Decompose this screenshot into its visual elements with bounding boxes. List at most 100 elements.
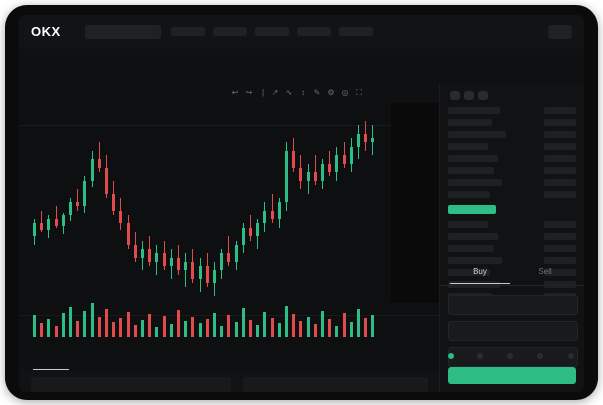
price-chart[interactable]	[19, 103, 439, 355]
volume-bar	[277, 323, 281, 337]
orderbook-bid-row[interactable]	[448, 233, 498, 240]
candlestick	[270, 193, 274, 224]
camera-icon[interactable]: ◎	[341, 88, 349, 97]
candle-body	[299, 167, 303, 181]
volume-bar	[54, 326, 58, 337]
orderbook-bid-row[interactable]	[448, 221, 488, 228]
candlestick	[292, 138, 296, 173]
candlestick	[169, 249, 173, 279]
tab-buy[interactable]: Buy	[473, 267, 487, 276]
volume-bar	[270, 318, 274, 337]
candlestick	[241, 223, 245, 254]
order-form-tabs: Buy Sell	[440, 263, 584, 286]
candlestick	[61, 212, 65, 235]
slider-dot[interactable]	[448, 353, 454, 359]
candle-body	[33, 223, 36, 237]
orderbook-view-asks-icon[interactable]	[478, 91, 488, 100]
orderbook-bid-row[interactable]	[448, 281, 500, 288]
price-input[interactable]	[448, 295, 578, 315]
volume-bar	[205, 319, 209, 337]
undo-icon[interactable]: ↩	[231, 88, 239, 97]
candlestick	[126, 214, 130, 250]
orderbook-bid-row[interactable]	[448, 269, 490, 276]
volume-bar	[371, 315, 375, 337]
candle-wick	[185, 253, 187, 288]
nav-item-1[interactable]	[171, 27, 205, 36]
nav-item-4[interactable]	[297, 27, 331, 36]
orderbook-ask-row[interactable]	[448, 167, 494, 174]
candlestick	[97, 142, 101, 173]
fullscreen-icon[interactable]: ⛶	[356, 88, 362, 97]
account-avatar[interactable]	[548, 25, 572, 39]
orderbook-ask-row[interactable]	[448, 191, 490, 198]
measure-icon[interactable]: ↕	[301, 88, 305, 97]
submit-buy-button[interactable]	[448, 367, 576, 384]
orderbook-bid-size	[544, 245, 576, 252]
nav-item-3[interactable]	[255, 27, 289, 36]
nav-item-2[interactable]	[213, 27, 247, 36]
slider-dot[interactable]	[477, 353, 483, 359]
volume-bar	[69, 307, 72, 337]
candle-body	[105, 167, 108, 194]
candlestick	[90, 150, 94, 188]
candle-body	[285, 150, 288, 203]
wave-icon[interactable]: ∿	[285, 88, 293, 97]
orderbook-ask-row[interactable]	[448, 155, 498, 162]
slider-dot[interactable]	[507, 353, 513, 359]
candle-wick	[314, 155, 316, 186]
orderbook-ask-size	[544, 107, 576, 114]
search-input[interactable]	[85, 25, 161, 39]
orderbook-and-order-panel: Buy Sell	[439, 83, 584, 392]
candlestick	[256, 219, 260, 250]
amount-input[interactable]	[448, 321, 578, 341]
slider-dot[interactable]	[537, 353, 543, 359]
bottom-panel-right[interactable]	[243, 377, 428, 392]
candle-body	[256, 223, 260, 237]
candle-body	[292, 150, 296, 168]
volume-bar	[169, 324, 173, 337]
orderbook-ask-row[interactable]	[448, 107, 500, 114]
candlestick	[364, 121, 368, 151]
okx-logo[interactable]: OKX	[31, 24, 61, 39]
candlestick	[371, 125, 375, 156]
orderbook-bid-row[interactable]	[448, 257, 502, 264]
amount-slider[interactable]	[448, 352, 576, 360]
orderbook-view-bids-icon[interactable]	[464, 91, 474, 100]
slider-dot[interactable]	[568, 353, 574, 359]
candlestick	[306, 163, 310, 194]
trendline-icon[interactable]: ↗	[271, 88, 279, 97]
redo-icon[interactable]: ↪	[245, 88, 253, 97]
orderbook-bid-row[interactable]	[448, 245, 494, 252]
volume-bar	[191, 317, 195, 337]
candle-body	[155, 253, 159, 262]
volume-bar	[155, 327, 159, 337]
volume-bar	[105, 309, 108, 337]
candlestick	[148, 236, 152, 267]
candle-body	[97, 159, 101, 168]
settings-icon[interactable]: ⚙	[327, 88, 335, 97]
volume-bar	[133, 325, 137, 337]
chart-toolbar: ↩ ↪ | ↗ ∿ ↕ ✎ ⚙ ◎ ⛶	[19, 83, 439, 164]
bottom-panel-left[interactable]	[31, 377, 231, 392]
volume-bar	[40, 323, 44, 337]
volume-bar	[234, 322, 238, 337]
volume-bar	[227, 315, 231, 337]
candle-body	[177, 257, 180, 271]
candle-body	[241, 227, 245, 245]
orderbook-ask-row[interactable]	[448, 179, 502, 186]
nav-item-5[interactable]	[339, 27, 373, 36]
candle-body	[198, 266, 202, 279]
candlestick	[69, 197, 72, 222]
orderbook-ask-row[interactable]	[448, 131, 506, 138]
candle-body	[277, 202, 281, 220]
volume-bar	[184, 321, 188, 337]
orderbook-view-all-icon[interactable]	[450, 91, 460, 100]
orderbook-ask-row[interactable]	[448, 119, 492, 126]
candle-body	[321, 163, 324, 181]
orderbook-ask-size	[544, 131, 576, 138]
brush-icon[interactable]: ✎	[313, 88, 321, 97]
bottom-active-tab-underline	[33, 369, 69, 370]
candlestick	[357, 125, 360, 160]
orderbook-ask-row[interactable]	[448, 143, 488, 150]
tab-sell[interactable]: Sell	[538, 267, 552, 276]
